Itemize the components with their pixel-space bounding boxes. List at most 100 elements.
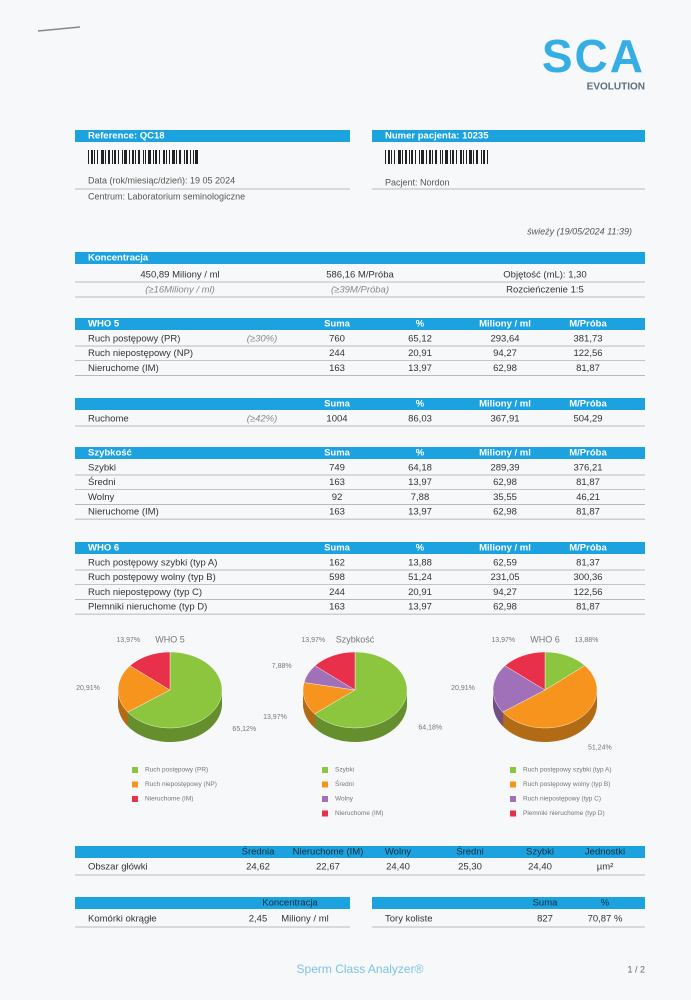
barcode	[112, 150, 113, 164]
cell: 381,73	[573, 334, 602, 345]
legend-swatch	[510, 767, 516, 773]
legend-label: Ruch niepostępowy (typ C)	[523, 796, 601, 803]
pie-title: Szybkość	[336, 634, 375, 644]
legend-label: Ruch niepostępowy (NP)	[145, 781, 217, 788]
barcode	[193, 150, 194, 164]
pie-slice	[314, 651, 408, 729]
cell: Ruch postępowy wolny (typ B)	[88, 572, 216, 583]
cell: 64,18	[408, 463, 432, 474]
pie-label: 51,24%	[588, 744, 612, 751]
barcode	[398, 150, 401, 164]
cell: µm²	[597, 862, 614, 873]
cell: 62,59	[493, 558, 517, 569]
cell: 20,91	[408, 587, 432, 598]
barcode	[94, 150, 95, 164]
table-header: %	[416, 448, 425, 459]
cell: Średni	[88, 476, 115, 488]
cell: 163	[329, 477, 345, 488]
barcode	[411, 150, 413, 164]
legend-swatch	[132, 796, 138, 802]
cell: 24,40	[528, 862, 552, 873]
legend-label: Szybki	[335, 767, 354, 774]
cell: (≥16Miliony / ml)	[145, 285, 215, 296]
cell: 92	[332, 492, 343, 503]
barcode	[114, 150, 116, 164]
cell: 827	[537, 914, 553, 925]
table-header: WHO 5	[88, 319, 120, 330]
table-header: Miliony / ml	[479, 399, 531, 410]
cell: Obszar główki	[88, 862, 148, 873]
pie-slice	[504, 651, 546, 691]
pie-label: 13,97%	[116, 637, 140, 644]
cell: 122,56	[573, 587, 602, 598]
cell: 122,56	[573, 348, 602, 359]
header-bar	[75, 398, 645, 410]
table-header: Średni	[456, 846, 483, 858]
cell: Ruch postępowy szybki (typ A)	[88, 558, 217, 569]
section-title: Koncentracja	[88, 253, 149, 264]
barcode	[452, 150, 454, 164]
cell: 13,88	[408, 558, 432, 569]
cell: 25,30	[458, 862, 482, 873]
legend-swatch	[510, 796, 516, 802]
cell: 244	[329, 587, 345, 598]
cell: 81,87	[576, 602, 600, 613]
barcode	[445, 150, 448, 164]
pie-label: 13,88%	[575, 637, 599, 644]
barcode	[148, 150, 151, 164]
pie-title: WHO 6	[530, 634, 560, 644]
barcode	[159, 150, 160, 164]
barcode	[388, 150, 390, 164]
cell: 81,87	[576, 507, 600, 518]
legend-label: Plemniki nieruchome (typ D)	[523, 810, 605, 817]
cell: 65,12	[408, 334, 432, 345]
pie-slice	[117, 665, 171, 713]
barcode	[476, 150, 478, 164]
barcode	[195, 150, 198, 164]
header-bar	[75, 846, 645, 858]
barcode	[487, 150, 488, 164]
page-number: 1 / 2	[627, 964, 645, 974]
pie-slice	[127, 651, 223, 729]
table-header: Suma	[324, 448, 351, 459]
cell: 62,98	[493, 477, 517, 488]
header-bar	[372, 897, 645, 909]
patient: Pacjent: Nordon	[385, 177, 450, 187]
legend-label: Średni	[335, 779, 354, 788]
cell: 13,97	[408, 477, 432, 488]
cell: 13,97	[408, 363, 432, 374]
table-header: Koncentracja	[262, 898, 318, 909]
cell: 450,89 Miliony / ml	[140, 270, 219, 281]
cell: 51,24	[408, 572, 432, 583]
legend-swatch	[322, 810, 328, 817]
cell: 70,87 %	[588, 914, 623, 925]
table-header: Wolny	[385, 847, 411, 858]
sample: świeży (19/05/2024 11:39)	[527, 226, 632, 236]
barcode	[419, 150, 420, 164]
cell: Nieruchome (IM)	[88, 507, 159, 518]
center: Centrum: Laboratorium seminologiczne	[88, 191, 245, 201]
table-header: WHO 6	[88, 543, 119, 554]
cell: 81,37	[576, 558, 600, 569]
pie-title: WHO 5	[155, 634, 185, 644]
header-bar	[75, 252, 645, 264]
barcode	[105, 150, 106, 164]
barcode	[440, 150, 441, 164]
cell: Wolny	[88, 492, 114, 503]
legend-swatch	[322, 767, 328, 773]
cell: 94,27	[493, 587, 517, 598]
cell: Ruch postępowy (PR)	[88, 334, 180, 345]
barcode	[138, 150, 140, 164]
legend-label: Ruch postępowy (PR)	[145, 767, 208, 774]
cell: 163	[329, 602, 345, 613]
table-header: %	[416, 399, 425, 410]
legend-label: Nieruchome (IM)	[145, 796, 193, 803]
legend-label: Ruch postępowy wolny (typ B)	[523, 781, 610, 788]
legend-swatch	[322, 796, 328, 802]
cell: 1004	[326, 414, 347, 425]
pie-label: 65,12%	[232, 726, 256, 733]
pie-label: 13,97%	[301, 637, 325, 644]
cell: 231,05	[490, 572, 519, 583]
table-header: Nieruchome (IM)	[293, 847, 364, 858]
cell: Objętość (mL): 1,30	[503, 270, 586, 281]
